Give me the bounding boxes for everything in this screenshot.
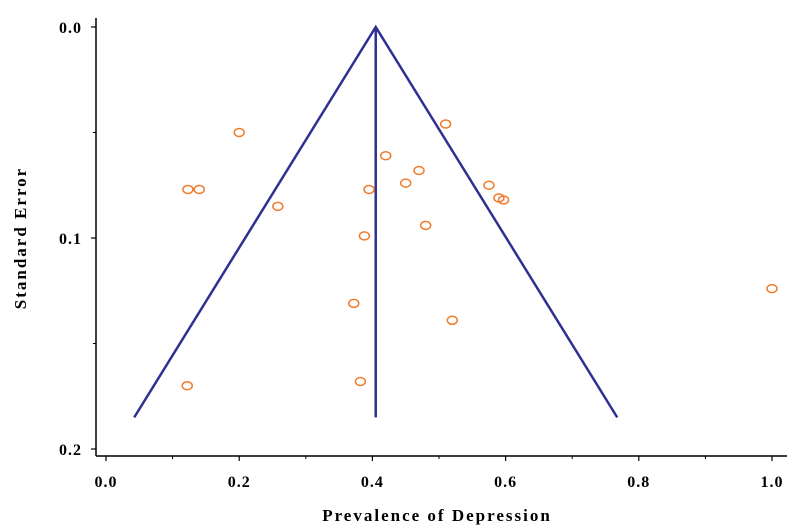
data-point: [363, 184, 375, 195]
data-point: [413, 165, 425, 176]
data-point: [182, 184, 194, 195]
x-tick-label: 1.0: [761, 474, 784, 491]
y-tick-label: 0.0: [59, 20, 82, 37]
x-tick-label: 0.0: [95, 474, 118, 491]
axes: [95, 18, 787, 457]
x-tick-label: 0.8: [627, 474, 650, 491]
data-points: [181, 119, 778, 391]
funnel-lines: [133, 24, 619, 419]
data-point: [348, 298, 360, 309]
y-tick-label: 0.2: [59, 442, 82, 459]
data-point: [439, 119, 452, 129]
x-axis-title: Prevalence of Depression: [322, 506, 552, 525]
x-tick-label: 0.2: [228, 474, 251, 491]
data-point: [419, 220, 432, 231]
data-point: [399, 178, 412, 188]
y-tick-label: 0.1: [59, 231, 82, 248]
data-point: [233, 127, 245, 138]
ticks: 0.0 0.2 0.4 0.6 0.8 1.0 0.0 0.1 0.2: [59, 20, 784, 491]
data-point: [193, 184, 205, 195]
data-point: [358, 231, 371, 241]
x-tick-label: 0.6: [494, 474, 517, 491]
data-point: [379, 150, 392, 161]
y-axis-title: Standard Error: [11, 167, 30, 309]
data-point: [483, 180, 495, 190]
data-point: [446, 315, 459, 326]
data-point: [497, 195, 510, 205]
data-point: [181, 380, 194, 391]
data-point: [272, 201, 284, 212]
data-point: [354, 376, 367, 387]
data-point: [766, 283, 778, 294]
x-tick-label: 0.4: [361, 474, 384, 491]
